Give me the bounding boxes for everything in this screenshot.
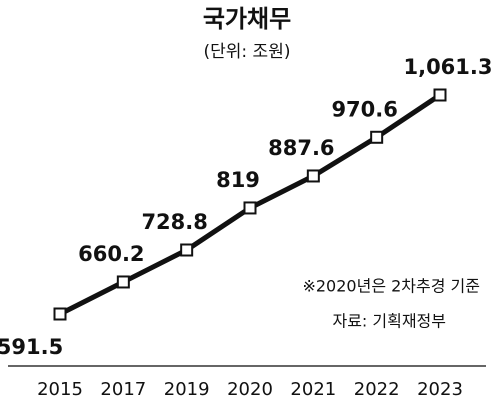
x-tick-label: 2021 xyxy=(290,379,336,400)
source: 자료: 기획재정부 xyxy=(332,312,446,331)
value-label: 970.6 xyxy=(331,97,397,121)
x-tick-label: 2015 xyxy=(37,379,83,400)
marker xyxy=(116,275,130,289)
marker xyxy=(370,130,384,144)
value-label: 887.6 xyxy=(268,136,334,160)
x-tick-label: 2019 xyxy=(164,379,210,400)
marker xyxy=(243,201,257,215)
marker xyxy=(180,243,194,257)
value-label: 819 xyxy=(216,168,260,192)
marker xyxy=(306,169,320,183)
value-label: 1,061.3 xyxy=(403,55,492,79)
marker xyxy=(53,307,67,321)
x-tick-label: 2020 xyxy=(227,379,273,400)
value-label: 660.2 xyxy=(78,242,144,266)
annotation: ※2020년은 2차추경 기준 xyxy=(302,277,480,296)
chart-title: 국가채무 xyxy=(203,5,291,33)
x-tick-label: 2017 xyxy=(100,379,146,400)
x-tick-label: 2022 xyxy=(354,379,400,400)
chart-subtitle: (단위: 조원) xyxy=(204,42,291,62)
x-tick-label: 2023 xyxy=(417,379,463,400)
marker xyxy=(433,88,447,102)
value-label: 728.8 xyxy=(141,210,207,234)
value-label: 591.5 xyxy=(0,335,63,359)
